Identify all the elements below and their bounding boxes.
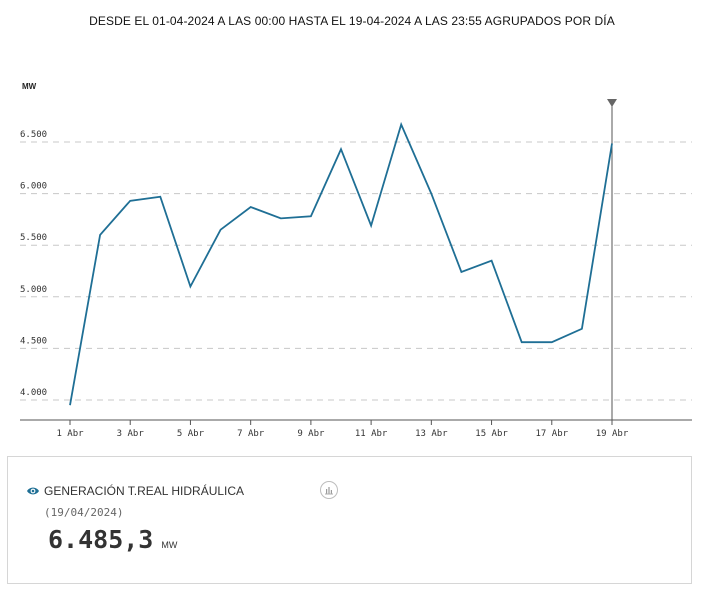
data-point[interactable] bbox=[128, 198, 133, 203]
bar-chart-icon bbox=[325, 487, 333, 495]
x-tick-label: 19 Abr bbox=[596, 429, 629, 439]
x-tick-label: 5 Abr bbox=[177, 429, 205, 439]
x-tick-label: 11 Abr bbox=[355, 429, 388, 439]
line-chart: MW 4.000 4.500 5.000 5.500 6.000 6.500 1 Abr 3 A… bbox=[20, 82, 692, 439]
data-point[interactable] bbox=[98, 232, 103, 237]
value-unit: MW bbox=[161, 540, 178, 550]
series-toggle[interactable]: GENERACIÓN T.REAL HIDRÁULICA bbox=[26, 484, 244, 498]
data-point[interactable] bbox=[459, 270, 464, 275]
series-line bbox=[69, 121, 613, 406]
x-tick-label: 17 Abr bbox=[536, 429, 569, 439]
current-value: 6.485,3 bbox=[48, 525, 154, 554]
data-point[interactable] bbox=[429, 191, 434, 196]
data-point[interactable] bbox=[519, 340, 524, 345]
x-tick-label: 13 Abr bbox=[415, 429, 448, 439]
x-tick-label: 1 Abr bbox=[56, 429, 84, 439]
series-label: GENERACIÓN T.REAL HIDRÁULICA bbox=[44, 484, 245, 498]
y-tick-label: 6.000 bbox=[20, 182, 47, 192]
x-tick-label: 3 Abr bbox=[117, 429, 145, 439]
data-point[interactable] bbox=[218, 227, 223, 232]
data-point[interactable] bbox=[278, 216, 283, 221]
y-tick-label: 6.500 bbox=[20, 130, 47, 140]
value-date: (19/04/2024) bbox=[44, 506, 124, 519]
data-point[interactable] bbox=[399, 122, 404, 127]
data-point[interactable] bbox=[248, 205, 253, 210]
y-tick-label: 5.500 bbox=[20, 233, 47, 243]
value-row: 6.485,3 MW bbox=[48, 525, 177, 554]
data-point[interactable] bbox=[188, 284, 193, 289]
eye-icon[interactable] bbox=[26, 486, 40, 496]
data-point[interactable] bbox=[610, 141, 615, 146]
y-tick-label: 4.500 bbox=[20, 336, 47, 346]
data-point[interactable] bbox=[308, 214, 313, 219]
data-point[interactable] bbox=[549, 340, 554, 345]
x-tick-label: 9 Abr bbox=[297, 429, 325, 439]
data-point[interactable] bbox=[339, 147, 344, 152]
info-card: GENERACIÓN T.REAL HIDRÁULICA (19/04/2024… bbox=[7, 456, 692, 584]
data-point[interactable] bbox=[158, 194, 163, 199]
data-point[interactable] bbox=[489, 258, 494, 263]
x-tick-label: 15 Abr bbox=[475, 429, 508, 439]
y-axis-label: MW bbox=[22, 82, 37, 91]
data-point[interactable] bbox=[579, 326, 584, 331]
y-tick-label: 5.000 bbox=[20, 285, 47, 295]
y-tick-label: 4.000 bbox=[20, 388, 47, 398]
data-point[interactable] bbox=[68, 403, 73, 408]
bar-chart-button[interactable] bbox=[320, 481, 338, 499]
data-point[interactable] bbox=[369, 223, 374, 228]
cursor-marker-icon[interactable] bbox=[607, 99, 617, 107]
chart-title: DESDE EL 01-04-2024 A LAS 00:00 HASTA EL… bbox=[89, 14, 615, 28]
x-tick-label: 7 Abr bbox=[237, 429, 265, 439]
